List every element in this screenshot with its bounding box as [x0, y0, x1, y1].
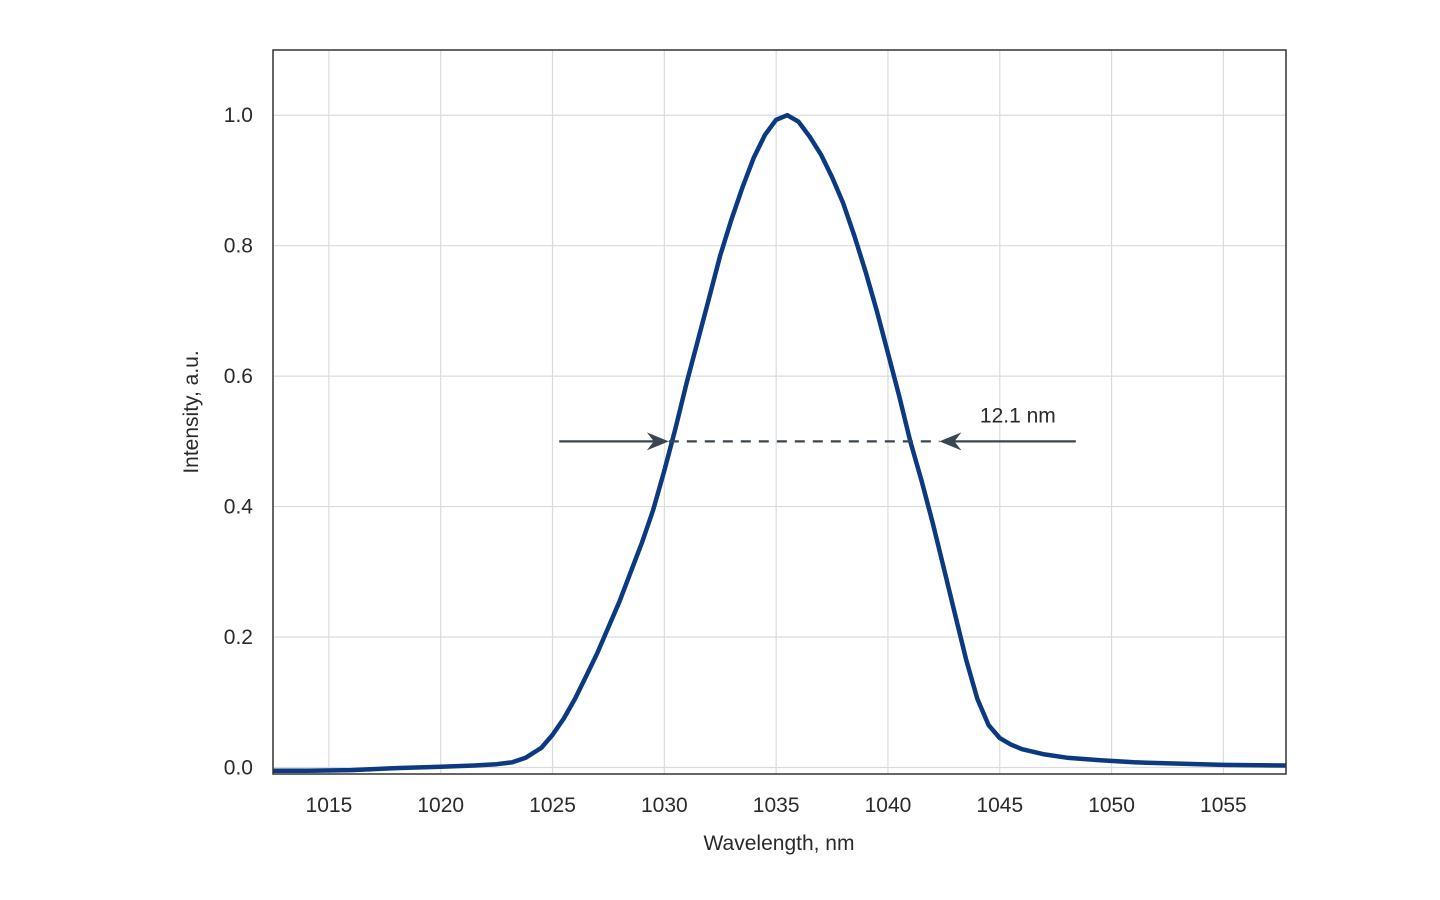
x-tick-label: 1030: [641, 794, 688, 817]
left-arrowhead-icon: [646, 432, 669, 451]
x-axis-label: Wavelength, nm: [704, 832, 855, 855]
y-tick-label: 0.8: [224, 235, 253, 258]
x-tick-label: 1020: [417, 794, 464, 817]
x-tick-label: 1015: [306, 794, 353, 817]
y-tick-label: 1.0: [224, 104, 253, 127]
grid: [273, 50, 1286, 774]
y-tick-label: 0.4: [224, 496, 254, 519]
right-arrowhead-icon: [939, 432, 962, 451]
x-axis-ticks: 1015 1020 1025 1030 1035 1040 1045 1050 1055: [306, 794, 1247, 817]
x-tick-label: 1055: [1200, 794, 1247, 817]
x-tick-label: 1050: [1088, 794, 1135, 817]
x-tick-label: 1025: [529, 794, 576, 817]
y-axis-ticks: 0.0 0.2 0.4 0.6 0.8 1.0: [224, 104, 254, 779]
fwhm-label: 12.1 nm: [980, 404, 1056, 427]
y-tick-label: 0.0: [224, 756, 253, 779]
curve-layer: [273, 112, 1286, 773]
y-tick-label: 0.6: [224, 365, 253, 388]
fwhm-annotation: 12.1 nm: [559, 404, 1076, 451]
x-tick-label: 1045: [976, 794, 1023, 817]
x-tick-label: 1035: [753, 794, 800, 817]
x-tick-label: 1040: [865, 794, 912, 817]
spectrum-line: [273, 112, 1286, 773]
plot-frame: [272, 49, 1287, 775]
y-axis-label: Intensity, a.u.: [180, 350, 203, 473]
y-tick-label: 0.2: [224, 626, 253, 649]
